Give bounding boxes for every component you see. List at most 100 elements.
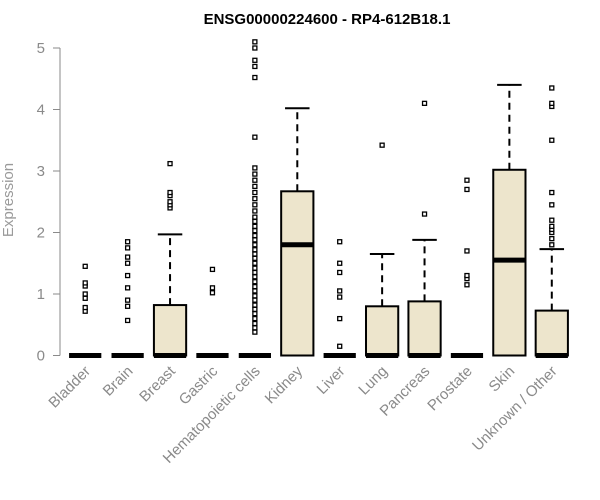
outlier-point xyxy=(549,202,555,208)
outlier-point xyxy=(464,248,470,254)
y-tick-label: 1 xyxy=(37,286,45,303)
outlier-point xyxy=(252,232,258,239)
outlier-point xyxy=(549,85,555,91)
box-group xyxy=(450,177,484,358)
outlier-point xyxy=(421,100,428,106)
outlier-point xyxy=(252,57,258,63)
outlier-point xyxy=(124,254,131,260)
box-group xyxy=(323,239,356,358)
outlier-point xyxy=(252,45,258,51)
outlier-point xyxy=(337,269,343,276)
outlier-point xyxy=(209,290,216,296)
outlier-point xyxy=(337,260,343,266)
box-group xyxy=(365,142,400,358)
y-axis-label: Expression xyxy=(0,163,17,237)
outlier-point xyxy=(252,283,258,290)
box-group xyxy=(111,239,144,358)
x-tick-label: Brain xyxy=(100,363,137,400)
box-group xyxy=(152,160,188,358)
box-group xyxy=(69,263,102,358)
x-tick-label: Skin xyxy=(486,363,519,396)
outlier-point xyxy=(252,315,258,322)
outlier-point xyxy=(549,242,555,248)
outlier-point xyxy=(82,280,88,286)
outlier-point xyxy=(209,285,216,291)
x-tick-label: Lung xyxy=(355,363,391,399)
outlier-point xyxy=(337,294,343,300)
outlier-point xyxy=(252,196,258,202)
box-group xyxy=(280,107,315,357)
outlier-point xyxy=(82,291,88,297)
outlier-point xyxy=(252,306,258,313)
outlier-point xyxy=(464,177,470,183)
outlier-point xyxy=(252,39,258,45)
outlier-point xyxy=(124,245,131,251)
outlier-point xyxy=(252,134,258,140)
outlier-point xyxy=(252,297,258,303)
outlier-point xyxy=(252,171,258,177)
box xyxy=(365,305,400,357)
outlier-point xyxy=(464,272,470,279)
y-tick-label: 0 xyxy=(37,348,45,365)
outlier-point xyxy=(252,269,258,276)
outlier-point xyxy=(252,288,258,294)
outlier-point xyxy=(252,214,258,220)
box xyxy=(152,304,188,357)
outlier-point xyxy=(337,239,343,245)
outlier-point xyxy=(124,260,131,266)
box-group xyxy=(196,266,229,358)
outlier-point xyxy=(167,199,173,205)
outlier-point xyxy=(124,272,131,279)
outlier-point xyxy=(337,315,343,322)
outlier-point xyxy=(421,211,428,217)
outlier-point xyxy=(252,247,258,253)
outlier-point xyxy=(252,293,258,299)
chart-title: ENSG00000224600 - RP4-612B18.1 xyxy=(204,11,451,28)
outlier-point xyxy=(464,282,470,288)
outlier-point xyxy=(252,228,258,234)
outlier-point xyxy=(82,295,88,301)
y-tick-label: 3 xyxy=(37,163,45,180)
outlier-point xyxy=(252,274,258,280)
outlier-point xyxy=(549,137,555,143)
outlier-point xyxy=(549,100,555,106)
outlier-point xyxy=(167,189,173,196)
outlier-point xyxy=(252,320,258,327)
outlier-point xyxy=(209,266,216,273)
outlier-point xyxy=(252,325,258,331)
outlier-point xyxy=(252,265,258,271)
outlier-point xyxy=(252,255,258,261)
x-tick-label: Liver xyxy=(314,363,349,398)
outlier-point xyxy=(252,242,258,248)
outlier-point xyxy=(549,217,555,223)
outlier-point xyxy=(124,285,131,291)
box-group xyxy=(534,85,569,358)
outlier-point xyxy=(549,189,555,196)
outlier-point xyxy=(337,288,343,294)
outlier-point xyxy=(549,223,555,230)
outlier-point xyxy=(549,235,555,242)
plot-area xyxy=(69,39,569,358)
outlier-point xyxy=(252,302,258,308)
outlier-point xyxy=(252,329,258,335)
box xyxy=(280,190,315,357)
y-axis: 0 1 2 3 4 5 xyxy=(37,40,61,365)
outlier-point xyxy=(252,183,258,190)
x-tick-label: Kidney xyxy=(262,362,307,407)
outlier-point xyxy=(252,202,258,208)
outlier-point xyxy=(252,251,258,257)
x-tick-label: Prostate xyxy=(424,363,476,415)
outlier-point xyxy=(252,223,258,230)
outlier-point xyxy=(252,189,258,196)
outlier-point xyxy=(252,177,258,183)
outlier-point xyxy=(124,239,131,245)
box-group xyxy=(238,39,271,358)
outlier-point xyxy=(252,279,258,285)
outlier-point xyxy=(252,311,258,317)
outlier-point xyxy=(379,142,385,148)
outlier-point xyxy=(252,74,258,81)
box xyxy=(534,309,569,357)
outlier-point xyxy=(252,218,258,225)
outlier-point xyxy=(124,317,131,324)
